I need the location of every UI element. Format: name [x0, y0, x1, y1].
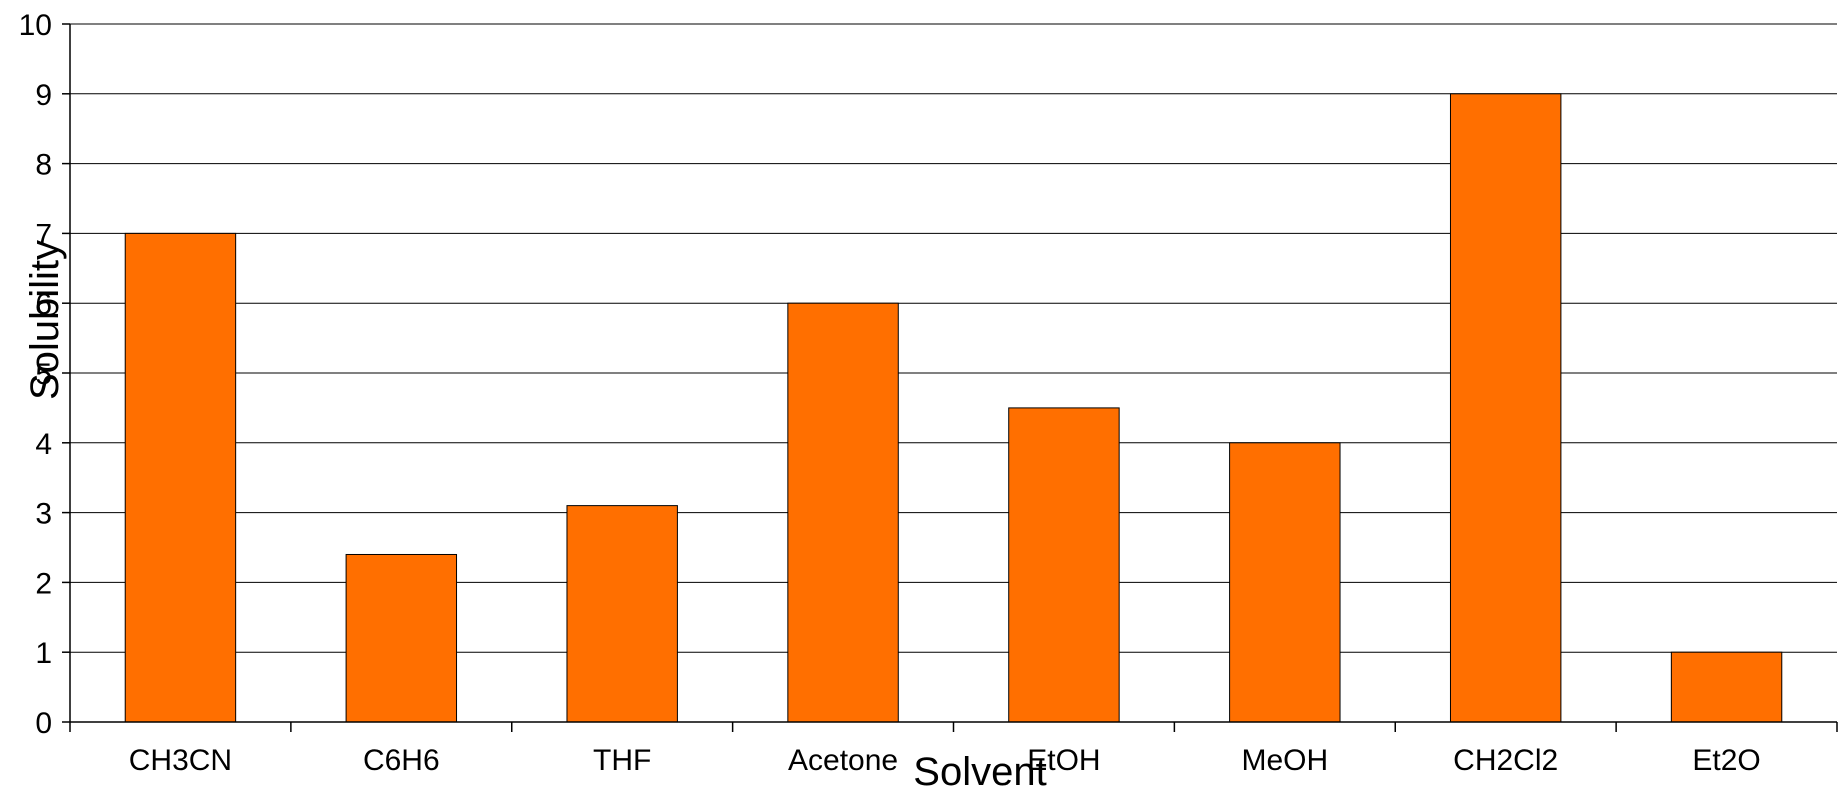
- bar: [566, 505, 678, 723]
- x-tick-label: MeOH: [1241, 744, 1328, 777]
- axes: [62, 23, 1838, 732]
- y-tick-label: 10: [19, 9, 52, 42]
- x-tick-label: Et2O: [1692, 744, 1760, 777]
- bar: [1008, 407, 1120, 723]
- x-tick-label: Acetone: [788, 744, 898, 777]
- y-tick-label: 4: [35, 428, 52, 461]
- x-tick-label: THF: [593, 744, 651, 777]
- y-tick-label: 2: [35, 567, 52, 600]
- y-tick-label: 1: [35, 637, 52, 670]
- y-tick-label: 6: [35, 288, 52, 321]
- bar: [787, 302, 899, 723]
- bars: [124, 93, 1783, 723]
- y-tick-label: 5: [35, 358, 52, 391]
- x-tick-label: C6H6: [363, 744, 440, 777]
- gridlines: [70, 23, 1837, 653]
- y-tick-label: 9: [35, 79, 52, 112]
- bar: [1229, 442, 1341, 723]
- y-tick-label: 7: [35, 218, 52, 251]
- y-tick-label: 0: [35, 707, 52, 740]
- y-tick-label: 8: [35, 149, 52, 182]
- bar: [1449, 93, 1562, 723]
- x-tick-label: EtOH: [1027, 744, 1100, 777]
- y-axis-title: Solubility: [23, 240, 67, 400]
- x-tick-labels: CH3CN C6H6 THF Acetone EtOH MeOH CH2Cl2 Et2O: [129, 744, 1761, 777]
- y-tick-label: 3: [35, 498, 52, 531]
- y-tick-labels: 0 1 2 3 4 5 6 7 8 9 10: [19, 9, 52, 740]
- bar: [1670, 651, 1783, 723]
- x-tick-label: CH2Cl2: [1453, 744, 1558, 777]
- bar: [345, 553, 458, 723]
- x-axis-title: Solvent: [913, 750, 1046, 788]
- x-tick-label: CH3CN: [129, 744, 232, 777]
- bar: [124, 232, 237, 723]
